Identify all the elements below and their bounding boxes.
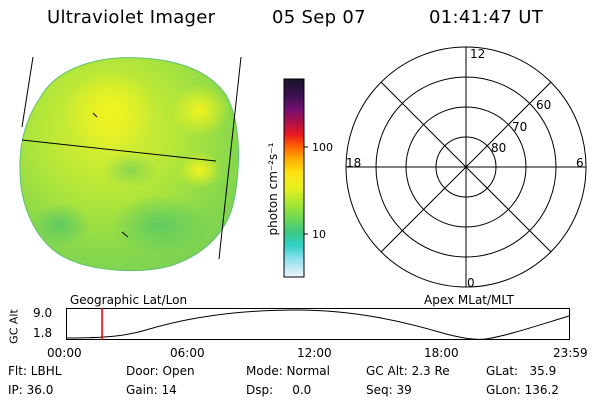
mode-readout: Mode: Normal <box>246 364 330 378</box>
orbit-y-low: 1.8 <box>33 326 53 340</box>
gain-readout: Gain: 14 <box>126 383 177 397</box>
gc-alt-readout: GC Alt: 2.3 Re <box>366 364 450 378</box>
header-date: 05 Sep 07 <box>272 7 366 28</box>
dsp-readout: Dsp: 0.0 <box>246 383 312 397</box>
orbit-axis-label: GC Alt <box>7 309 21 344</box>
orbit-x-tick-2: 12:00 <box>297 346 332 360</box>
header-time: 01:41:47 UT <box>429 7 544 28</box>
colorbar-tick-10: 10 <box>312 228 326 241</box>
polar-lat-70: 70 <box>512 120 528 134</box>
color-scale-bar <box>283 78 308 278</box>
polar-label-18: 18 <box>346 156 362 170</box>
uv-auroral-image <box>19 56 242 272</box>
caption-apex: Apex MLat/MLT <box>424 293 514 307</box>
polar-label-12: 12 <box>470 47 486 61</box>
orbit-altitude-plot <box>65 308 570 340</box>
orbit-x-tick-1: 06:00 <box>170 346 205 360</box>
polar-mlt-plot <box>345 46 587 288</box>
filter-readout: Flt: LBHL <box>8 364 62 378</box>
orbit-y-high: 9.0 <box>33 306 53 320</box>
polar-lat-80: 80 <box>491 141 507 155</box>
polar-label-0: 0 <box>467 276 475 290</box>
ip-readout: IP: 36.0 <box>8 383 54 397</box>
colorbar-tick-100: 100 <box>312 141 333 154</box>
glat-readout: GLat: 35.9 <box>486 364 557 378</box>
polar-lat-60: 60 <box>536 98 552 112</box>
colorbar-unit-label: photon cm⁻²s⁻¹ <box>266 142 280 236</box>
orbit-x-tick-3: 18:00 <box>424 346 459 360</box>
orbit-x-tick-0: 00:00 <box>47 346 82 360</box>
caption-geographic: Geographic Lat/Lon <box>70 293 188 307</box>
app-title: Ultraviolet Imager <box>47 7 216 28</box>
door-readout: Door: Open <box>126 364 195 378</box>
polar-label-6: 6 <box>576 156 584 170</box>
glon-readout: GLon: 136.2 <box>486 383 559 397</box>
seq-readout: Seq: 39 <box>366 383 412 397</box>
orbit-x-tick-4: 23:59 <box>553 346 588 360</box>
